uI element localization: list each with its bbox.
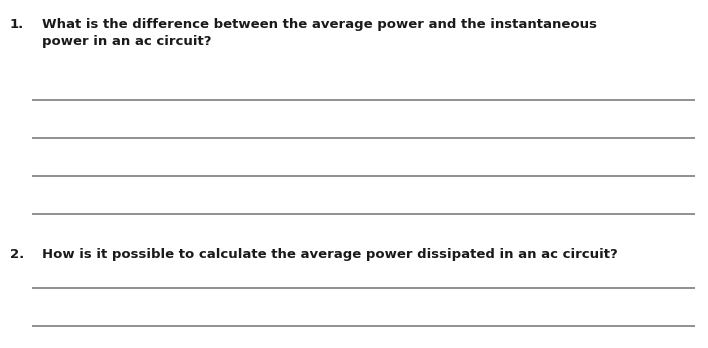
Text: How is it possible to calculate the average power dissipated in an ac circuit?: How is it possible to calculate the aver… — [42, 248, 618, 261]
Text: What is the difference between the average power and the instantaneous
power in : What is the difference between the avera… — [42, 18, 597, 48]
Text: 1.: 1. — [10, 18, 24, 31]
Text: 2.: 2. — [10, 248, 24, 261]
